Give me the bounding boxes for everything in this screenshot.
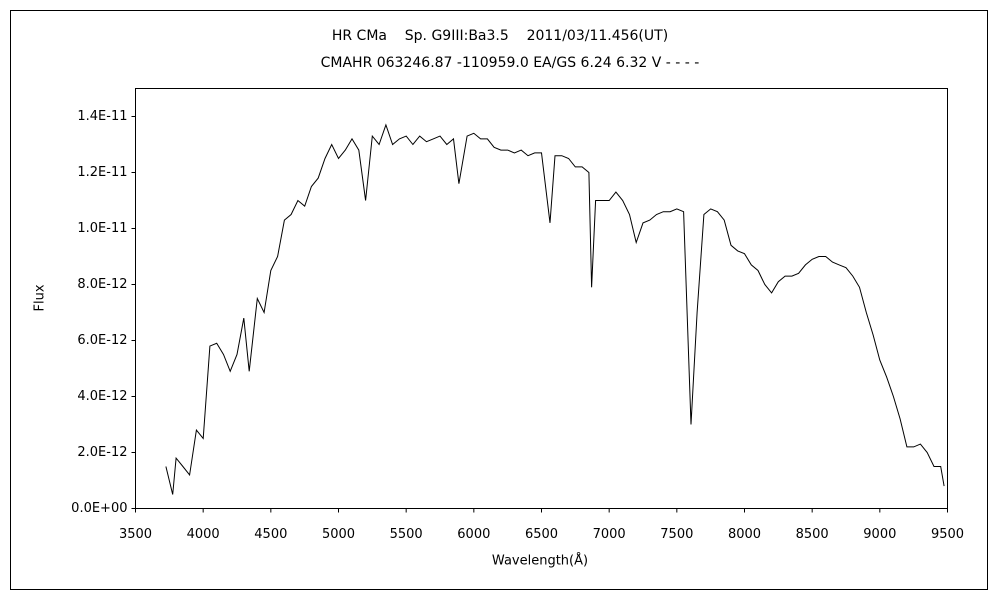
y-axis-label: Flux	[33, 284, 48, 311]
x-tick-label: 8000	[728, 527, 761, 542]
spectrum-line	[165, 123, 945, 495]
y-tick-label: 1.4E-11	[77, 109, 127, 124]
x-axis-label: Wavelength(Å)	[492, 553, 588, 569]
x-tick-label: 5000	[322, 527, 355, 542]
plot-area	[135, 88, 948, 509]
x-tick-label: 4000	[187, 527, 220, 542]
chart-title: HR CMa Sp. G9III:Ba3.5 2011/03/11.456(UT…	[332, 28, 668, 44]
y-tick-label: 0.0E+00	[71, 501, 127, 516]
x-tick-label: 7500	[660, 527, 693, 542]
y-tick-label: 8.0E-12	[77, 277, 127, 292]
x-tick-label: 9500	[931, 527, 964, 542]
x-tick-label: 6000	[457, 527, 490, 542]
y-tick-label: 1.0E-11	[77, 221, 127, 236]
y-tick-label: 2.0E-12	[77, 445, 127, 460]
x-tick-label: 5500	[390, 527, 423, 542]
y-tick-label: 1.2E-11	[77, 165, 127, 180]
x-tick-label: 6500	[525, 527, 558, 542]
x-tick-label: 9000	[863, 527, 896, 542]
x-tick-label: 4500	[254, 527, 287, 542]
x-tick-label: 3500	[119, 527, 152, 542]
x-tick-label: 8500	[796, 527, 829, 542]
chart-subtitle: CMAHR 063246.87 -110959.0 EA/GS 6.24 6.3…	[321, 55, 700, 71]
x-tick-label: 7000	[593, 527, 626, 542]
y-tick-label: 4.0E-12	[77, 389, 127, 404]
y-tick-label: 6.0E-12	[77, 333, 127, 348]
